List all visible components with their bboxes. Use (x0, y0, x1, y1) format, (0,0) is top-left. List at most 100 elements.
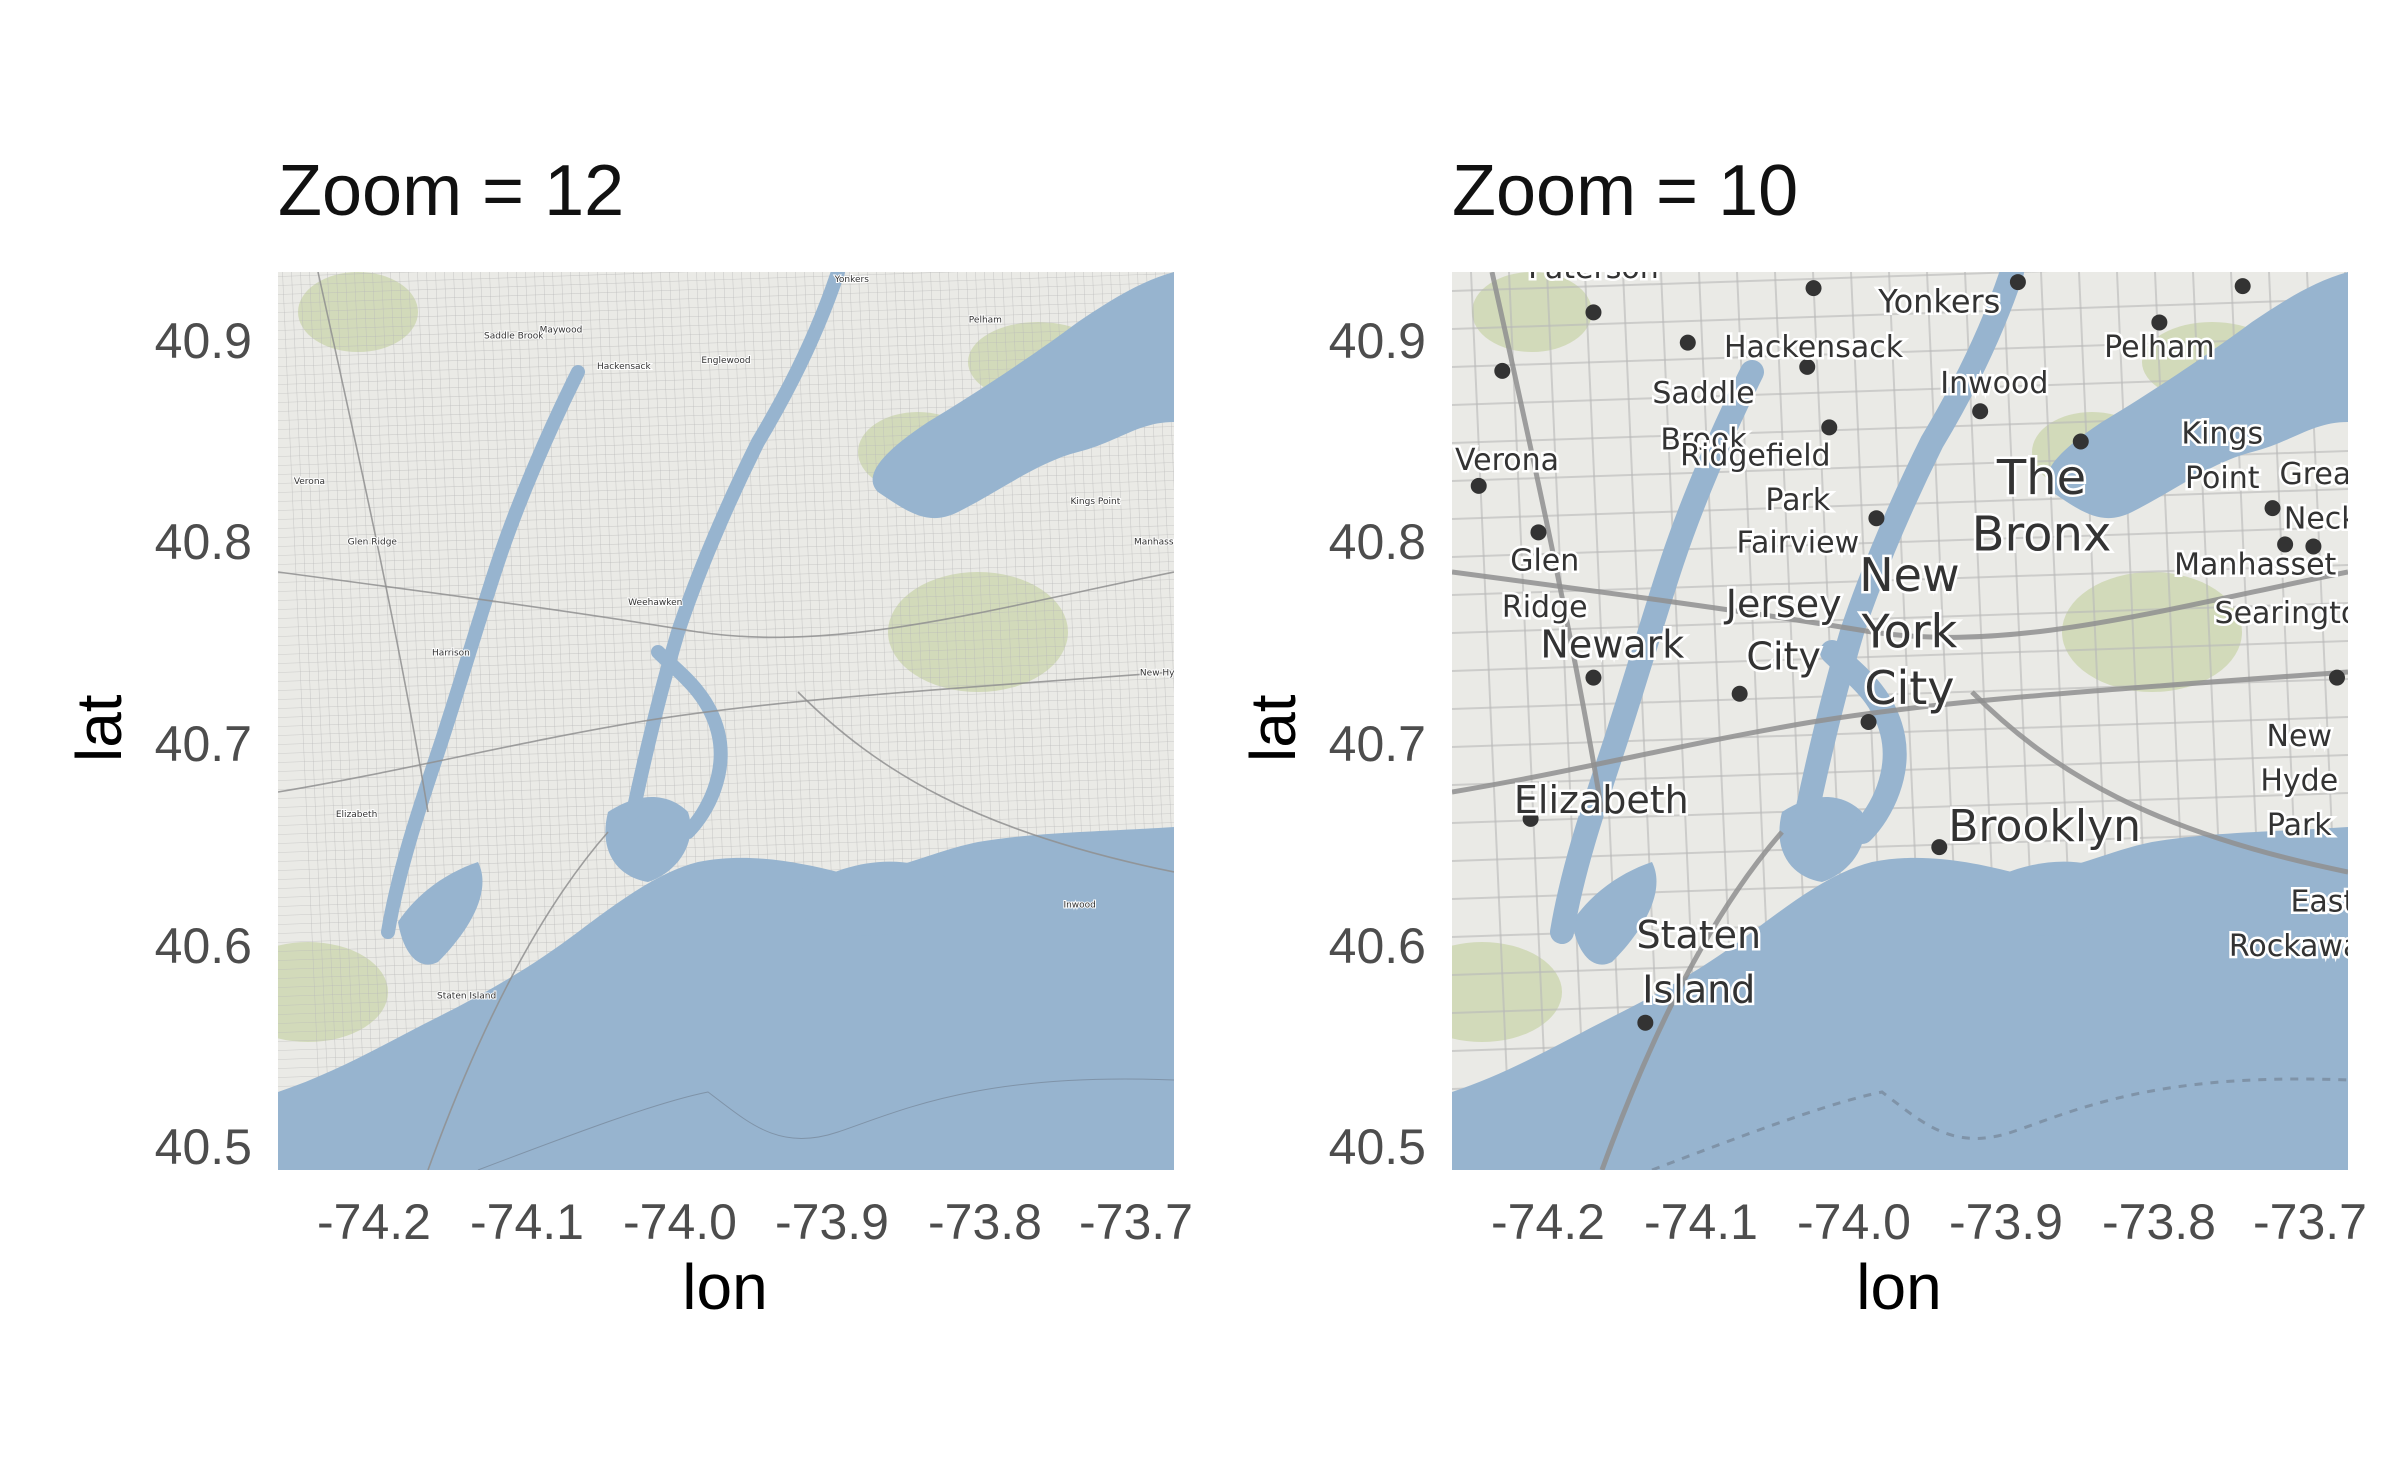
y-tick-label: 40.7 (154, 716, 252, 772)
city-marker (2151, 314, 2168, 331)
street-line (278, 272, 691, 286)
street-line (282, 272, 323, 1170)
x-axis-title: lon (1856, 1251, 1942, 1323)
place-label: Yonkers (1877, 282, 2000, 320)
place-label: Paterson (1528, 272, 1659, 286)
highway (797, 691, 1174, 873)
street-line (354, 272, 395, 1170)
park-area (1472, 272, 1592, 352)
street-line (278, 272, 959, 295)
street-line (278, 696, 1174, 727)
place-label: Verona (1455, 443, 1559, 478)
place-label: Searingtown (2215, 596, 2348, 631)
place-label: Inwood (1940, 366, 2048, 401)
y-tick-label: 40.9 (154, 313, 252, 369)
city-marker (1731, 685, 1748, 702)
x-tick-label: -73.7 (1079, 1194, 1193, 1250)
street-line (278, 525, 1174, 556)
x-tick-label: -73.9 (775, 1194, 889, 1250)
place-label: Brook (1660, 423, 1747, 458)
panel-zoom-10: Zoom = 10 lat 40.9 40.8 40.7 40.6 40.5 P… (1174, 0, 2374, 1483)
street-line (1452, 526, 2348, 558)
place-label: Pelham (2104, 330, 2214, 365)
water-body (1972, 861, 2125, 936)
street-line (1452, 640, 2348, 672)
street-line (278, 588, 1174, 619)
street-line (278, 345, 1174, 376)
city-marker (1637, 1014, 1654, 1031)
highway (1452, 569, 2348, 640)
street-line (278, 579, 1174, 610)
y-tick-label: 40.7 (1328, 716, 1426, 772)
street-line (278, 822, 1174, 853)
city-marker (1972, 403, 1989, 420)
map-tile-zoom-10[interactable]: Paterson Yonkers Hackensack Saddle Brook Pelh… (1452, 272, 2348, 1170)
water-body (872, 272, 1174, 519)
x-tick-label: -73.8 (928, 1194, 1042, 1250)
place-label: Pelham (969, 315, 1002, 325)
street-line (278, 318, 1174, 349)
y-tick-label: 40.5 (1328, 1119, 1426, 1175)
place-label: Kings (2181, 417, 2263, 452)
city-marker (1530, 524, 1547, 541)
place-label: Great (2280, 457, 2348, 492)
city-marker (1860, 714, 1877, 731)
street-line (278, 516, 1174, 547)
x-tick-label: -74.0 (1797, 1194, 1911, 1250)
city-marker (2072, 433, 2089, 450)
place-label: Hackensack (1724, 330, 1904, 365)
place-label: Glen Ridge (348, 537, 398, 547)
street-line (278, 615, 1174, 646)
highway (1452, 669, 2348, 795)
street-line (278, 642, 1174, 673)
place-label: Inwood (1063, 901, 1095, 911)
place-label: Verona (294, 477, 325, 487)
highway (278, 571, 1174, 639)
place-label: Ridgefield (1680, 439, 1830, 474)
place-label: New (1859, 548, 1959, 602)
place-label: Staten Island (437, 991, 496, 1001)
street-line (278, 624, 1174, 655)
place-label: Manhasset (1134, 537, 1174, 547)
park-area (2062, 572, 2242, 692)
water-body (278, 827, 1174, 1170)
place-label: Island (1642, 968, 1755, 1012)
street-line (278, 327, 1174, 358)
city-marker (1494, 362, 1511, 379)
place-label: Newark (1540, 622, 1684, 666)
river (1820, 640, 1907, 844)
street-line (278, 282, 1174, 313)
city-marker (2277, 536, 2294, 553)
street-line (1508, 272, 1550, 1170)
street-line (1452, 602, 2348, 634)
place-label: Bronx (1972, 506, 2112, 562)
place-label: Staten (1636, 913, 1761, 957)
city-marker (1821, 419, 1838, 436)
place-label: Saddle Brook (484, 332, 544, 342)
x-tick-label: -74.2 (1491, 1194, 1605, 1250)
water-body (605, 797, 691, 882)
water-body (398, 862, 483, 965)
place-label: New (2267, 719, 2332, 754)
city-marker (2328, 669, 2345, 686)
street-line (390, 272, 431, 1170)
street-line (318, 272, 359, 1170)
city-marker (1799, 358, 1816, 375)
x-tick-label: -74.1 (470, 1194, 584, 1250)
state-boundary (1651, 1077, 2348, 1170)
water-body (2046, 272, 2348, 519)
y-tick-label: 40.6 (1328, 918, 1426, 974)
street-line (278, 336, 1174, 367)
street-line (278, 552, 1174, 583)
place-label: Glen (1510, 544, 1579, 579)
place-label: The (1996, 450, 2086, 506)
street-line (278, 471, 1174, 502)
river (381, 365, 585, 939)
street-line (278, 687, 1174, 718)
street-line (1452, 336, 2348, 368)
street-line (278, 354, 1174, 385)
water-body (1572, 862, 1657, 965)
street-line (278, 813, 1174, 844)
place-label: Hyde (2260, 764, 2338, 799)
